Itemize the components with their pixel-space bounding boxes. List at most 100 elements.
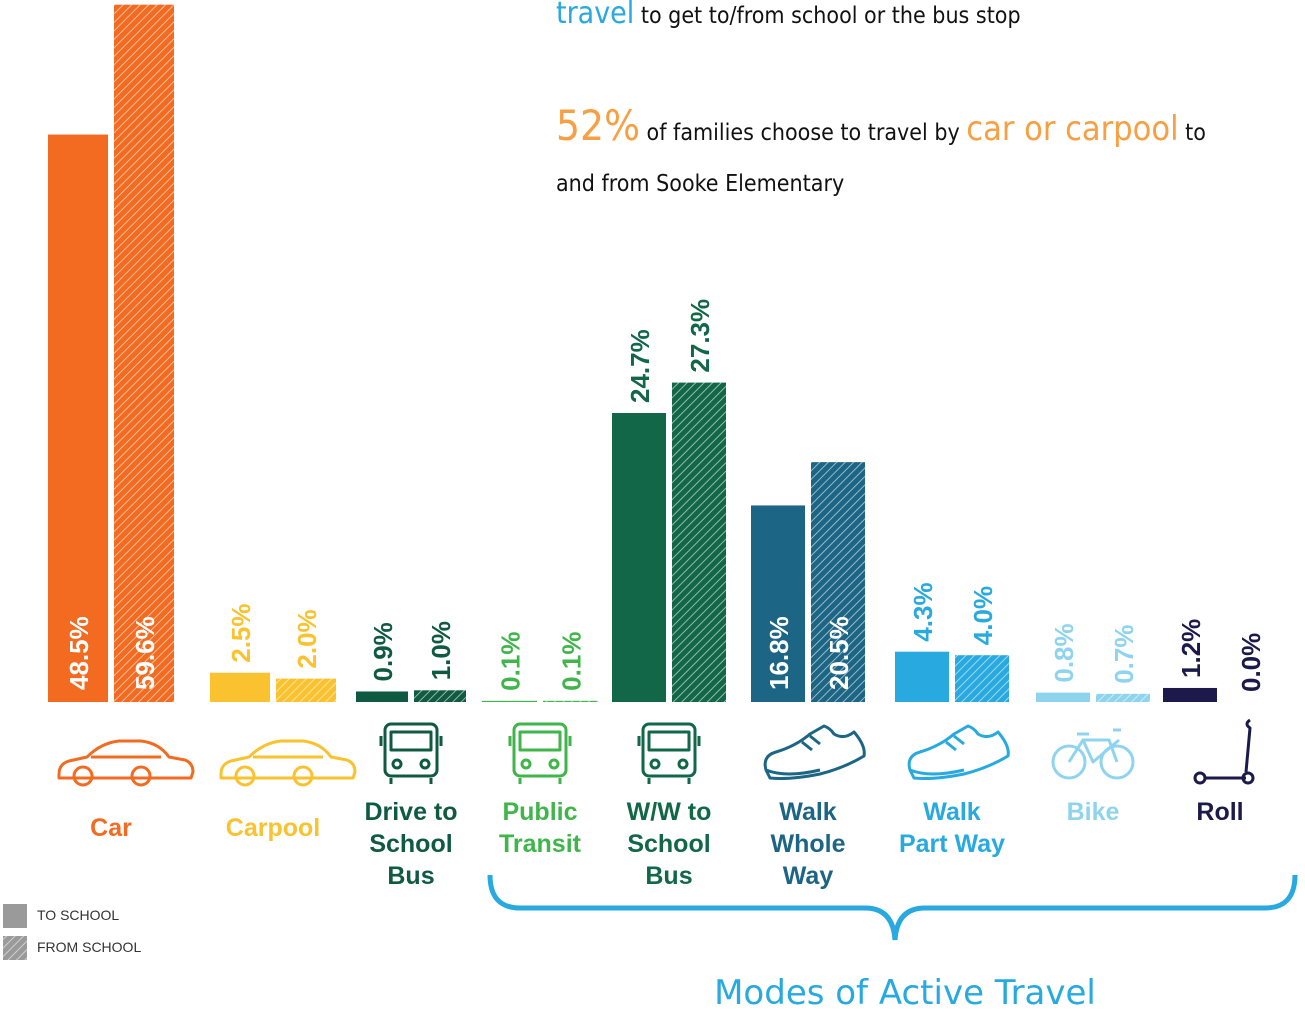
icon-part	[1241, 771, 1255, 785]
value-label: 0.8%	[1049, 623, 1079, 682]
category-label: School	[369, 830, 452, 858]
category-label: Walk	[779, 798, 837, 826]
bracket-label: Modes of Active Travel	[714, 973, 1096, 1012]
icon-part	[130, 765, 152, 787]
value-label: 1.2%	[1176, 619, 1206, 678]
value-label: 2.0%	[292, 609, 322, 668]
icon-part	[379, 730, 443, 784]
bar	[955, 655, 1009, 702]
icon-part	[219, 739, 357, 780]
icon-part	[1204, 718, 1252, 780]
icon-part	[508, 730, 572, 784]
mode-icon	[219, 739, 357, 787]
value-label: 1.0%	[426, 621, 456, 680]
icon-part	[1099, 744, 1135, 780]
category-label: Drive to	[364, 798, 457, 826]
icon-part	[763, 724, 866, 780]
value-label: 0.7%	[1109, 625, 1139, 684]
value-label: 48.5%	[64, 616, 94, 690]
value-label: 59.6%	[130, 616, 160, 690]
icon-part	[520, 758, 532, 770]
value-label: 0.1%	[496, 632, 526, 691]
note-text: of families choose to travel by	[640, 120, 966, 146]
note-text: and from Sooke Elementary	[556, 171, 844, 197]
icon-part	[234, 765, 256, 787]
bar	[356, 691, 408, 702]
icon-part	[907, 724, 1010, 780]
icon-part	[72, 765, 94, 787]
bar	[1036, 692, 1090, 702]
value-label: 4.0%	[968, 586, 998, 645]
category-label: Whole	[771, 830, 846, 858]
legend-swatch	[3, 904, 27, 928]
category-label: Bus	[387, 862, 434, 890]
bar	[482, 700, 537, 702]
category-label: Transit	[499, 830, 582, 858]
icon-part	[641, 722, 697, 778]
mode-icon	[637, 722, 701, 784]
icon-part	[1193, 771, 1207, 785]
mode-icon	[1193, 718, 1255, 785]
category-label: Bus	[645, 862, 692, 890]
value-label: 20.5%	[824, 616, 854, 690]
icon-part	[1067, 728, 1121, 764]
mode-icon	[508, 722, 572, 784]
icon-part	[649, 758, 661, 770]
mode-icon	[1051, 728, 1135, 780]
icon-part	[57, 739, 195, 780]
legend-label: FROM SCHOOL	[37, 939, 141, 955]
value-label: 0.0%	[1236, 633, 1266, 692]
mode-icon	[763, 724, 866, 780]
note-text: to get to/from school or the bus stop	[634, 3, 1020, 29]
category-label: School	[627, 830, 710, 858]
icon-part	[419, 758, 431, 770]
note-line: 52% of families choose to travel by car …	[556, 101, 1206, 150]
category-label: Car	[90, 814, 132, 842]
bar	[1163, 687, 1217, 702]
category-label: Part Way	[899, 830, 1005, 858]
mode-icon	[57, 739, 195, 787]
category-label: W/W to	[627, 798, 712, 826]
note-text: car or carpool	[966, 109, 1178, 149]
category-label: Way	[783, 862, 834, 890]
value-label: 0.1%	[557, 632, 587, 691]
icon-part	[512, 722, 568, 778]
note-text: to	[1179, 120, 1206, 146]
bar	[1096, 693, 1150, 702]
bar	[612, 413, 666, 702]
category-label: Public	[502, 798, 577, 826]
bar	[114, 4, 174, 703]
category-label: Walk	[923, 798, 981, 826]
note-line: and from Sooke Elementary	[556, 171, 844, 197]
icon-part	[548, 758, 560, 770]
value-label: 4.3%	[908, 582, 938, 641]
value-label: 24.7%	[625, 329, 655, 403]
bar	[751, 505, 805, 702]
icon-part	[677, 758, 689, 770]
legend-label: TO SCHOOL	[37, 907, 119, 923]
bar	[48, 134, 108, 703]
bar	[414, 690, 466, 702]
icon-part	[1051, 744, 1087, 780]
mode-icon	[907, 724, 1010, 780]
icon-part	[383, 722, 439, 778]
bar	[895, 651, 949, 702]
legend-swatch	[3, 936, 27, 960]
category-label: Carpool	[226, 814, 320, 842]
bar	[543, 700, 598, 702]
category-label: Roll	[1196, 798, 1243, 826]
value-label: 16.8%	[764, 616, 794, 690]
value-label: 0.9%	[368, 622, 398, 681]
note-text: 52%	[556, 101, 640, 150]
mode-icon	[379, 722, 443, 784]
value-label: 27.3%	[685, 299, 715, 373]
value-label: 2.5%	[226, 603, 256, 662]
icon-part	[637, 730, 701, 784]
icon-part	[391, 758, 403, 770]
category-label: Bike	[1067, 798, 1120, 826]
bar	[276, 678, 336, 702]
icon-part	[292, 765, 314, 787]
bar	[811, 462, 865, 702]
bar	[672, 382, 726, 702]
